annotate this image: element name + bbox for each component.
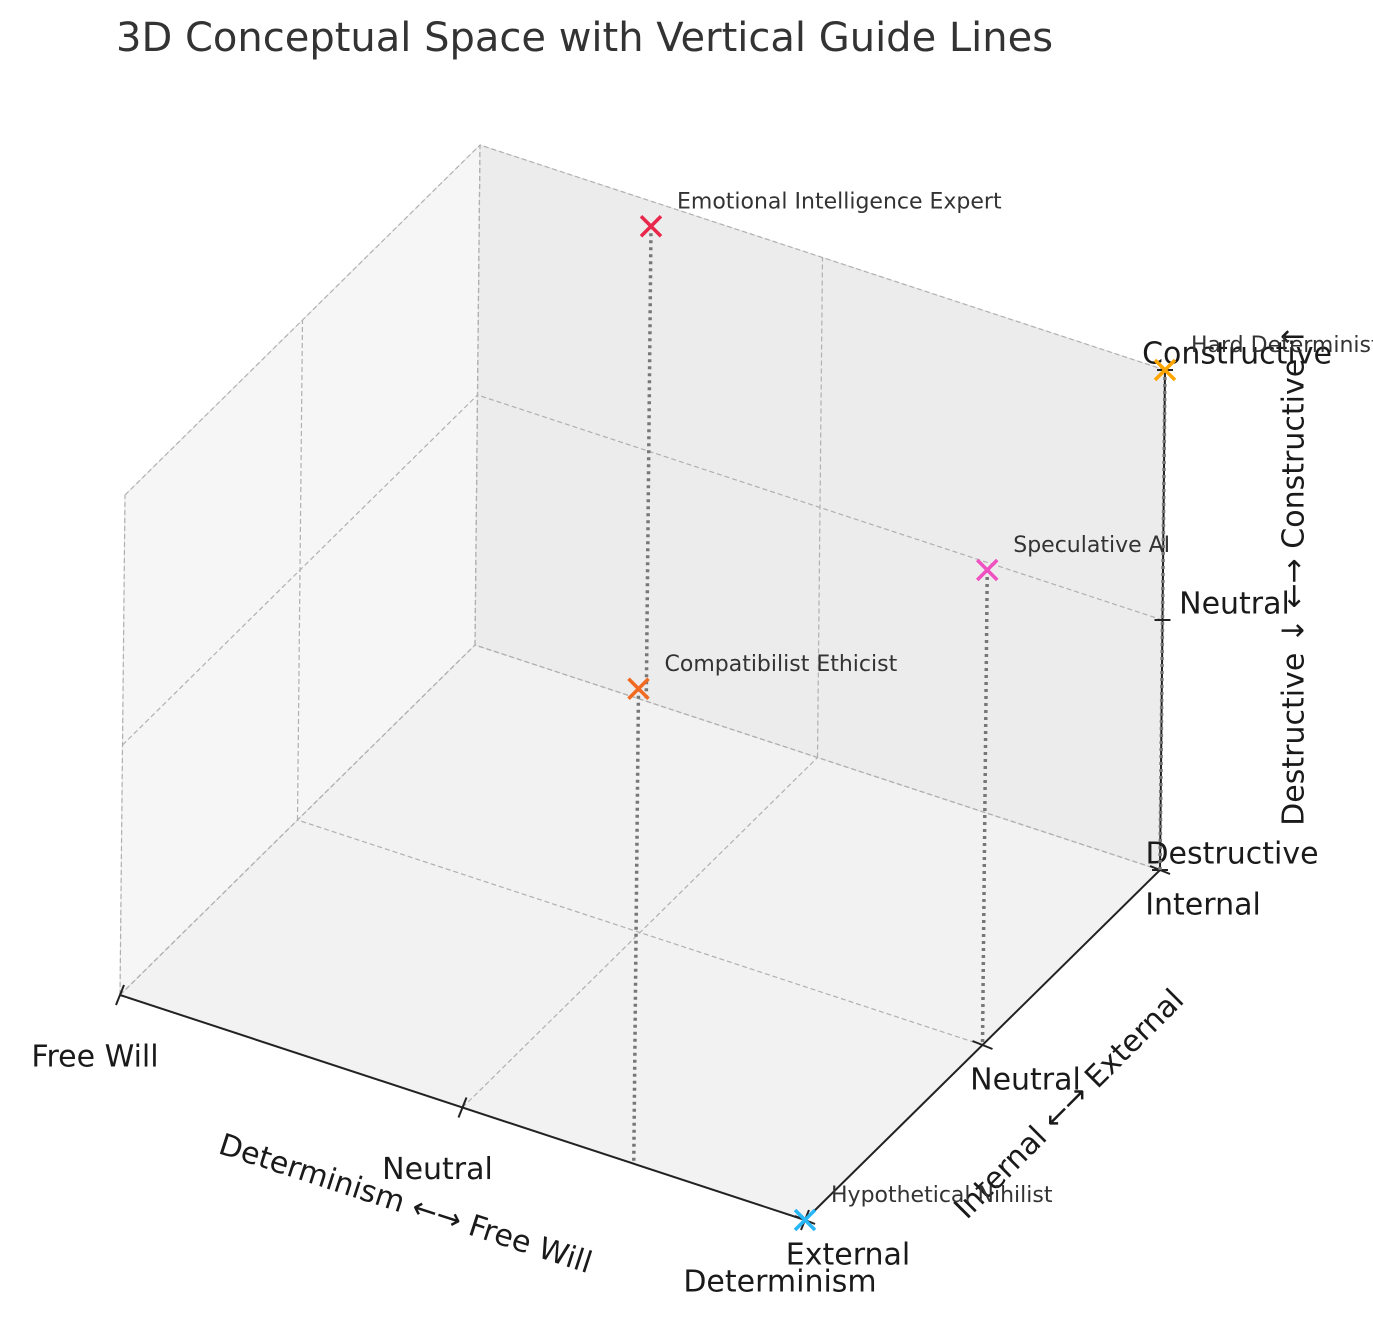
point-label: Hard Determinist: [1191, 333, 1373, 358]
point-marker: [976, 558, 999, 582]
z-axis-label: Destructive ↓ ←→ Constructive ↑: [1277, 324, 1312, 826]
grid-line: [122, 394, 478, 746]
x-tick-label: Free Will: [31, 1040, 158, 1075]
marker-stroke: [1153, 358, 1177, 382]
y-tick-label: Neutral: [970, 1063, 1081, 1098]
point-label: Speculative AI: [1013, 533, 1170, 558]
x-tick-label: Determinism: [683, 1265, 876, 1300]
guide-line: [644, 226, 653, 702]
x-axis-label: Determinism ←→ Free Will: [214, 1127, 596, 1281]
tick-mark: [972, 1040, 993, 1050]
tick-mark: [457, 1097, 468, 1118]
grid-line: [477, 394, 1163, 621]
grid-line: [479, 144, 1166, 371]
point-label: Emotional Intelligence Expert: [677, 189, 1002, 214]
chart-title: 3D Conceptual Space with Vertical Guide …: [116, 15, 1053, 61]
marker-stroke: [627, 677, 650, 700]
point-marker: [627, 677, 650, 700]
guide-line: [980, 569, 989, 1046]
y-tick-label: External: [786, 1238, 910, 1273]
point-marker: [1153, 358, 1177, 382]
grid-line: [297, 819, 983, 1046]
marker-stroke: [639, 215, 663, 238]
point-marker: [639, 215, 663, 238]
z-tick-label: Constructive: [1142, 337, 1332, 372]
tick-mark: [115, 984, 125, 1006]
guide-line: [632, 688, 641, 1164]
x-tick-label: Neutral: [382, 1152, 493, 1187]
z-tick-label: Destructive: [1145, 837, 1318, 872]
grid-line: [119, 644, 476, 996]
z-tick-label: Neutral: [1179, 587, 1290, 622]
marker-stroke: [793, 1208, 817, 1232]
marker-stroke: [976, 558, 999, 582]
grid-line: [124, 144, 481, 496]
point-label: Compatibilist Ethicist: [665, 652, 898, 677]
grid-line: [474, 644, 1161, 871]
y-tick-label: Internal: [1145, 888, 1261, 923]
point-label: Hypothetical Nihilist: [831, 1183, 1053, 1208]
point-marker: [793, 1208, 817, 1232]
